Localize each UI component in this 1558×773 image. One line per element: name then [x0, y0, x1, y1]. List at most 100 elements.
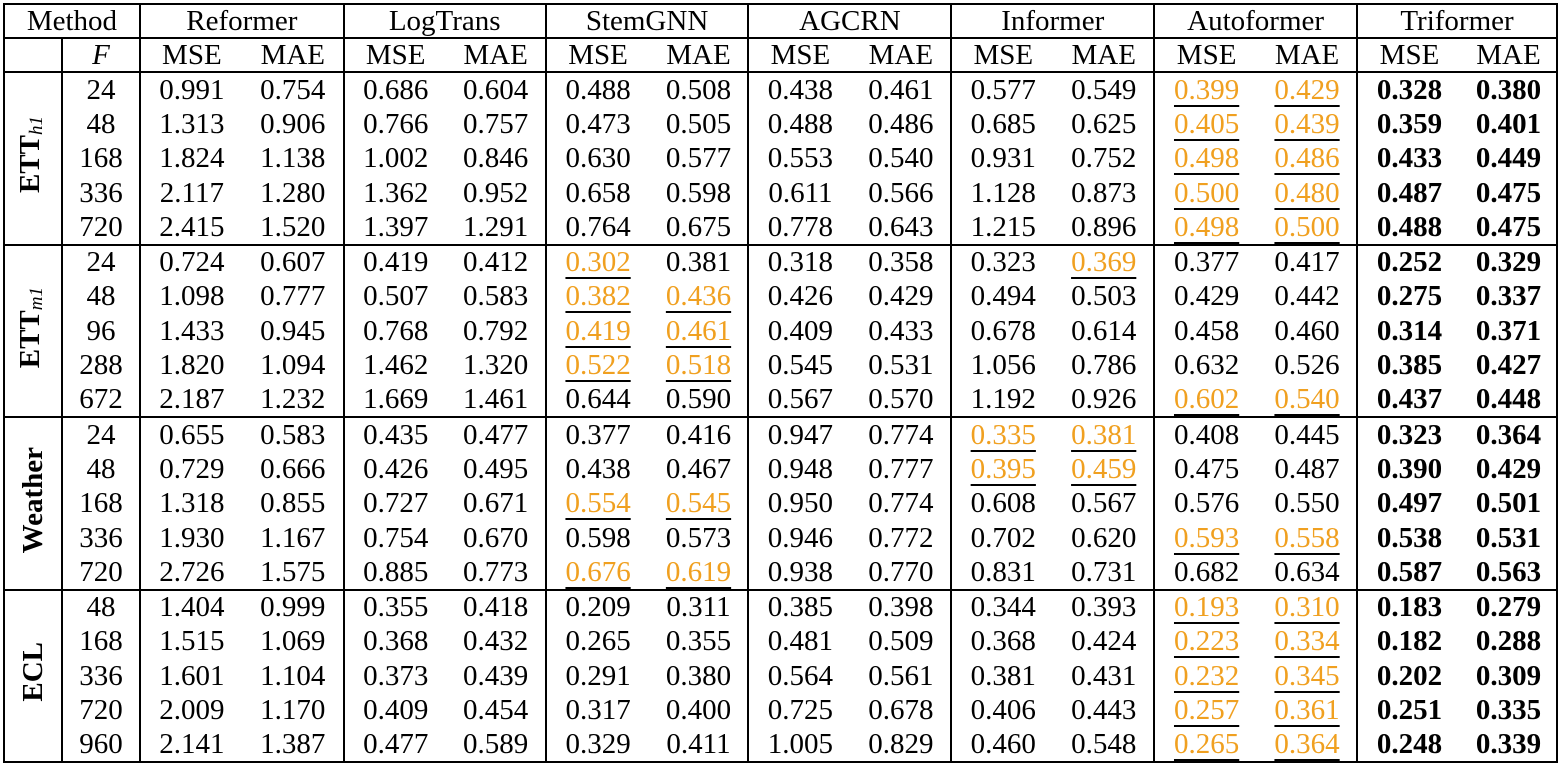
value-text: 2.726 [159, 555, 225, 588]
value-cell: 0.634 [1258, 555, 1359, 591]
value-text: 0.619 [665, 555, 732, 588]
value-cell: 0.550 [1258, 486, 1359, 521]
dataset-label: ECL [3, 589, 62, 763]
value-text: 0.658 [565, 176, 631, 209]
value-cell: 0.393 [1054, 589, 1156, 624]
dataset-label: ETTm1 [3, 244, 62, 418]
value-cell: 0.497 [1357, 486, 1461, 521]
value-text: 0.778 [767, 210, 834, 243]
value-text: 1.320 [463, 349, 529, 382]
value-text: 0.395 [970, 452, 1036, 485]
value-text: 0.754 [363, 521, 429, 554]
value-cell: 0.380 [1460, 72, 1558, 107]
value-cell: 1.318 [140, 486, 243, 521]
value-cell: 0.540 [851, 141, 953, 176]
value-text: 0.475 [1475, 176, 1542, 209]
value-cell: 0.438 [546, 452, 650, 487]
value-cell: 0.311 [649, 589, 750, 624]
value-cell: 0.531 [851, 348, 953, 383]
value-cell: 0.561 [851, 658, 953, 693]
value-text: 0.505 [665, 107, 732, 140]
value-text: 0.507 [363, 280, 429, 313]
value-cell: 0.526 [1258, 348, 1359, 383]
value-text: 0.329 [565, 728, 631, 761]
value-text: 1.069 [260, 625, 326, 658]
value-text: 0.518 [665, 349, 732, 382]
value-text: 0.522 [565, 349, 631, 382]
value-text: 0.577 [665, 142, 732, 175]
value-text: 0.473 [565, 107, 631, 140]
value-text: 0.885 [363, 555, 429, 588]
value-cell: 1.170 [242, 693, 345, 728]
value-cell: 0.459 [1054, 451, 1156, 486]
value-text: 0.193 [1173, 591, 1240, 624]
value-text: 0.399 [1173, 73, 1240, 106]
value-text: 0.344 [970, 591, 1036, 624]
value-cell: 0.531 [1460, 520, 1558, 555]
value-cell: 0.678 [851, 693, 953, 728]
value-text: 0.461 [868, 73, 934, 106]
value-text: 0.583 [260, 418, 326, 451]
horizon-cell: 168 [60, 486, 141, 521]
value-cell: 0.426 [344, 452, 447, 487]
dataset-name: Weather [17, 447, 49, 553]
value-cell: 2.726 [139, 555, 243, 591]
value-cell: 0.318 [748, 245, 851, 280]
value-text: 0.439 [463, 659, 529, 692]
value-cell: 0.777 [242, 279, 345, 314]
value-text: 0.792 [463, 314, 529, 347]
value-text: 0.364 [1274, 728, 1340, 761]
value-text: 0.381 [665, 246, 732, 279]
horizon-cell: 168 [60, 141, 141, 176]
metric-header-mse: MSE [343, 37, 447, 73]
value-text: 0.265 [565, 625, 631, 658]
dataset-name-text: ETT [13, 309, 46, 368]
value-text: 0.209 [565, 591, 631, 624]
value-text: 1.404 [159, 591, 225, 624]
value-text: 0.334 [1274, 625, 1340, 658]
value-text: 0.906 [260, 107, 326, 140]
value-cell: 0.361 [1258, 693, 1359, 728]
value-cell: 0.398 [851, 589, 953, 624]
value-cell: 1.005 [748, 727, 852, 763]
value-cell: 0.454 [446, 693, 547, 728]
value-text: 0.390 [1376, 452, 1443, 485]
value-text: 0.437 [1376, 383, 1443, 416]
metric-header-mae: MAE [1054, 37, 1156, 73]
value-text: 0.831 [970, 555, 1036, 588]
value-cell: 0.232 [1154, 659, 1258, 694]
value-cell: 0.400 [649, 693, 750, 728]
value-text: 0.380 [1475, 73, 1542, 106]
value-cell: 0.432 [446, 624, 547, 659]
value-text: 0.545 [665, 487, 732, 520]
value-cell: 0.655 [140, 417, 243, 452]
value-cell: 0.947 [748, 417, 851, 452]
value-text: 1.515 [159, 625, 225, 658]
value-text: 0.291 [565, 659, 631, 692]
method-name-stemgnn: StemGNN [545, 3, 750, 38]
value-text: 0.232 [1173, 659, 1240, 692]
value-cell: 0.411 [649, 727, 750, 763]
value-cell: 0.433 [1357, 141, 1461, 176]
value-text: 1.002 [363, 142, 429, 175]
value-cell: 0.475 [1460, 175, 1558, 210]
value-cell: 0.419 [344, 245, 447, 280]
value-cell: 0.416 [649, 417, 750, 452]
value-cell: 0.577 [649, 141, 750, 176]
value-cell: 0.335 [951, 417, 1054, 452]
value-text: 0.952 [463, 176, 529, 209]
value-cell: 0.774 [851, 486, 953, 521]
value-text: 0.442 [1274, 280, 1340, 313]
value-text: 0.377 [1173, 246, 1240, 279]
value-text: 0.593 [1173, 521, 1240, 554]
value-text: 0.417 [1274, 246, 1340, 279]
value-cell: 0.619 [649, 555, 750, 591]
value-text: 0.364 [1475, 418, 1542, 451]
table-row: 720 2.415 1.520 1.397 1.291 0.764 0.675 0.778 0.… [4, 210, 1558, 246]
value-cell: 1.397 [343, 210, 447, 246]
value-cell: 0.429 [1154, 279, 1258, 314]
value-text: 0.373 [363, 659, 429, 692]
value-cell: 0.385 [748, 590, 851, 625]
value-text: 0.497 [1376, 487, 1443, 520]
value-text: 0.632 [1173, 349, 1240, 382]
